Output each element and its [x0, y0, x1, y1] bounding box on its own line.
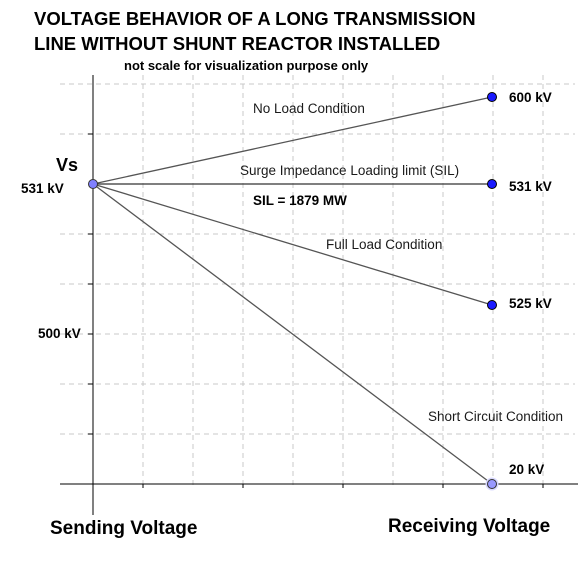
full-load-label: Full Load Condition: [326, 237, 442, 252]
no-load-point: [487, 92, 497, 102]
subtitle: not scale for visualization purpose only: [124, 58, 369, 73]
sending-value-label: 531 kV: [21, 181, 64, 196]
axis-ticks: [88, 133, 544, 488]
no-load-value: 600 kV: [509, 90, 552, 105]
sil-label: Surge Impedance Loading limit (SIL): [240, 163, 459, 178]
sending-voltage-label: Sending Voltage: [50, 518, 198, 539]
full-load-value: 525 kV: [509, 296, 552, 311]
sil-value: 531 kV: [509, 179, 552, 194]
short-circuit-point: [487, 479, 497, 489]
short-circuit-label: Short Circuit Condition: [428, 409, 563, 424]
receiving-voltage-label: Receiving Voltage: [388, 516, 551, 537]
sending-point: [88, 179, 98, 189]
full-load-line: [92, 183, 493, 306]
vs-label: Vs: [56, 155, 78, 175]
sil-point: [487, 179, 497, 189]
title-line-2: LINE WITHOUT SHUNT REACTOR INSTALLED: [34, 33, 441, 54]
full-load-point: [487, 300, 497, 310]
short-circuit-line: [92, 183, 493, 485]
grid: [60, 75, 575, 485]
no-load-label: No Load Condition: [253, 101, 365, 116]
no-load-line: [92, 96, 493, 185]
short-circuit-value: 20 kV: [509, 462, 544, 477]
sil-note: SIL = 1879 MW: [253, 193, 347, 208]
title-line-1: VOLTAGE BEHAVIOR OF A LONG TRANSMISSION: [34, 8, 476, 29]
reference-500kv-label: 500 kV: [38, 326, 81, 341]
